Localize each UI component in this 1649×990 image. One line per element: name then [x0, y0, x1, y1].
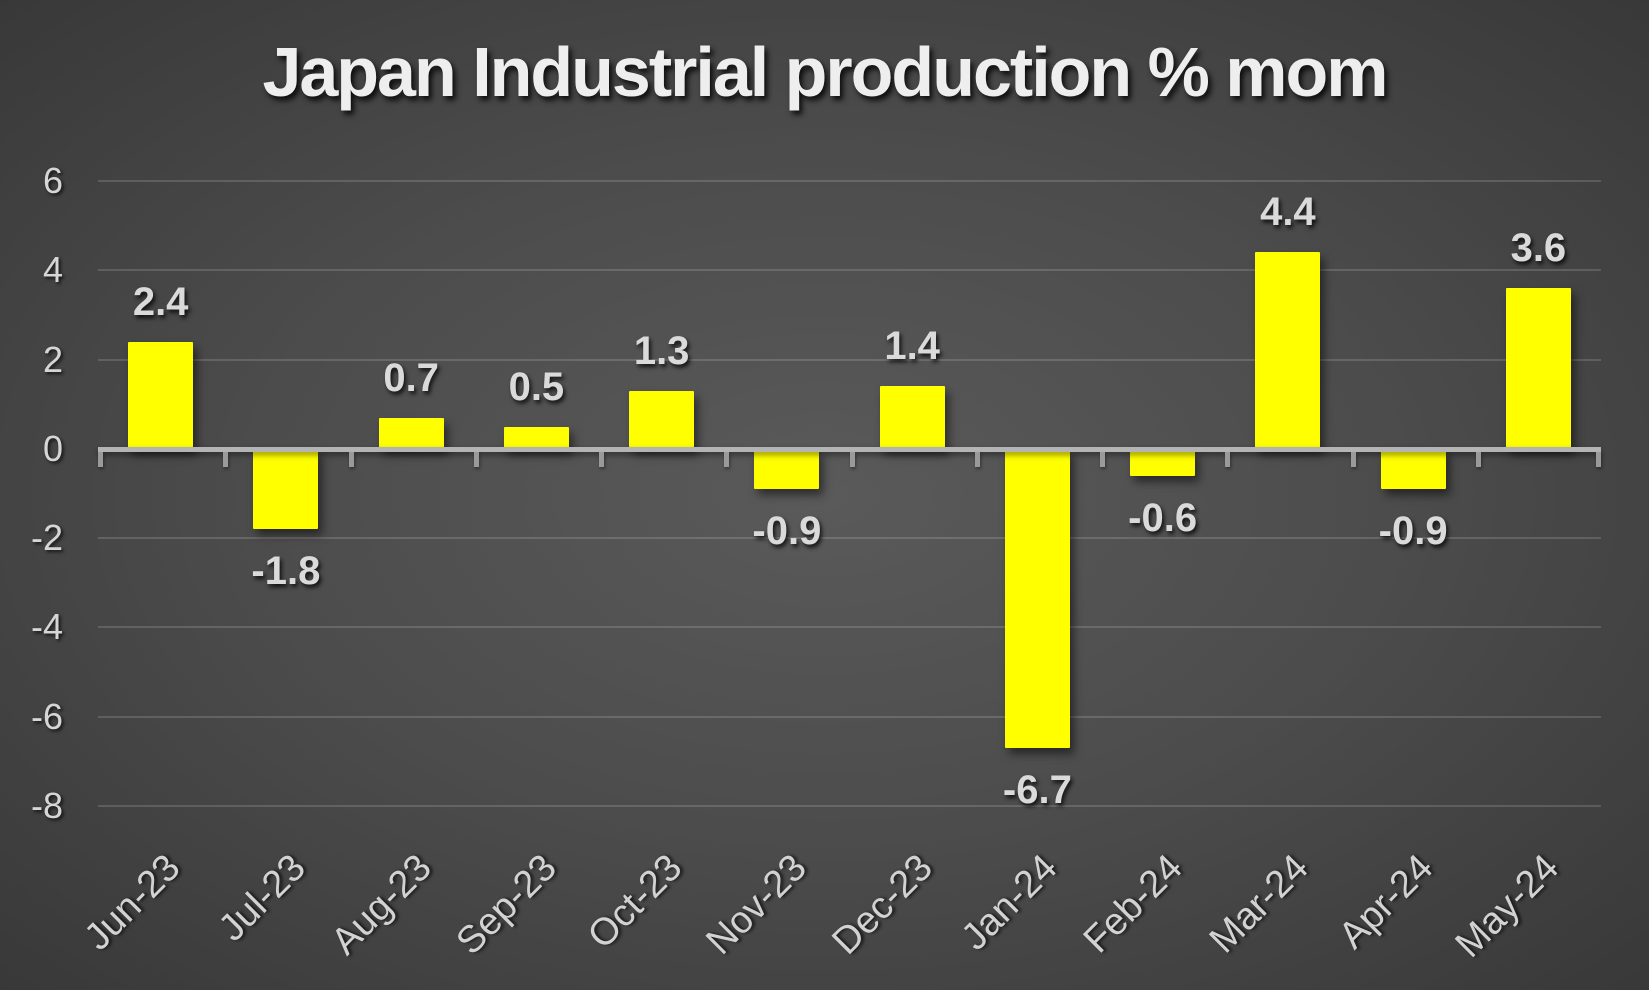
data-label-Jun-23: 2.4 — [132, 279, 189, 324]
axis-tick — [1225, 451, 1231, 467]
x-axis-label-Nov-23: Nov-23 — [698, 846, 816, 963]
bar-Nov-23 — [754, 448, 820, 490]
gridline--8 — [98, 805, 1601, 807]
data-label-Jan-24: -6.7 — [1002, 767, 1072, 812]
axis-tick — [849, 451, 855, 467]
y-axis-label-0: 0 — [42, 427, 63, 469]
axis-tick — [223, 451, 229, 467]
x-axis-label-Apr-24: Apr-24 — [1331, 846, 1442, 957]
x-axis-label-Jan-24: Jan-24 — [953, 846, 1066, 959]
gridline-6 — [98, 180, 1601, 182]
x-axis-label-Dec-23: Dec-23 — [824, 846, 941, 963]
x-axis-label-Oct-23: Oct-23 — [579, 846, 690, 957]
axis-tick — [1596, 451, 1601, 467]
bar-Jan-24 — [1004, 448, 1070, 748]
bar-Mar-24 — [1255, 252, 1321, 449]
data-label-Jul-23: -1.8 — [251, 549, 321, 594]
plot-area: 6 4 2 0 -2 -4 -6 -8 2.4 Jun-23 -1.8 Jul-23 0.7 Aug-23… — [31, 163, 1601, 966]
x-axis-label-Jun-23: Jun-23 — [77, 846, 189, 959]
axis-tick — [974, 451, 980, 467]
x-axis-label-Feb-24: Feb-24 — [1076, 846, 1191, 962]
axis-tick — [1475, 451, 1481, 467]
y-axis-label--6: -6 — [30, 695, 63, 737]
bar-Aug-23 — [378, 417, 444, 449]
axis-tick — [1350, 451, 1356, 467]
axis-tick — [1100, 451, 1105, 467]
chart-title: Japan Industrial production % mom — [262, 33, 1388, 111]
y-axis-label-2: 2 — [42, 338, 63, 380]
x-axis-label-May-24: May-24 — [1447, 846, 1567, 966]
x-axis-label-Jul-23: Jul-23 — [211, 846, 315, 950]
data-label-Nov-23: -0.9 — [752, 509, 822, 554]
data-label-Sep-23: 0.5 — [508, 364, 565, 409]
axis-tick — [724, 451, 730, 467]
data-label-Mar-24: 4.4 — [1260, 190, 1316, 235]
gridline-4 — [98, 269, 1601, 272]
bar-Feb-24 — [1130, 448, 1196, 476]
gridline--6 — [98, 715, 1601, 718]
x-axis-label-Aug-23: Aug-23 — [323, 846, 440, 963]
axis-tick — [473, 451, 479, 467]
y-axis-label--2: -2 — [30, 517, 63, 559]
bar-Oct-23 — [629, 390, 695, 449]
bar-Jul-23 — [253, 448, 319, 530]
data-label-Dec-23: 1.4 — [884, 324, 940, 369]
y-axis-label-4: 4 — [42, 249, 63, 291]
y-axis-label--8: -8 — [30, 785, 63, 826]
axis-tick — [599, 451, 604, 467]
axis-tick — [348, 451, 354, 467]
y-axis-label--4: -4 — [30, 606, 63, 648]
gridline--2 — [98, 537, 1601, 540]
x-axis-line — [98, 446, 1601, 452]
bar-Jun-23 — [128, 341, 194, 449]
data-label-Apr-24: -0.9 — [1378, 509, 1448, 554]
data-label-Feb-24: -0.6 — [1128, 495, 1198, 540]
bar-Dec-23 — [879, 386, 945, 449]
gridline--4 — [98, 626, 1601, 629]
x-axis-label-Sep-23: Sep-23 — [448, 846, 565, 963]
y-axis-label-6: 6 — [42, 160, 63, 201]
data-label-Oct-23: 1.3 — [633, 328, 690, 373]
gridline-2 — [98, 358, 1601, 361]
x-axis-label-Mar-24: Mar-24 — [1201, 846, 1317, 962]
bar-May-24 — [1505, 288, 1571, 449]
axis-tick — [98, 451, 103, 467]
bar-Apr-24 — [1380, 448, 1446, 490]
data-label-Aug-23: 0.7 — [383, 355, 439, 400]
bar-Sep-23 — [503, 426, 569, 449]
data-label-May-24: 3.6 — [1510, 226, 1567, 271]
